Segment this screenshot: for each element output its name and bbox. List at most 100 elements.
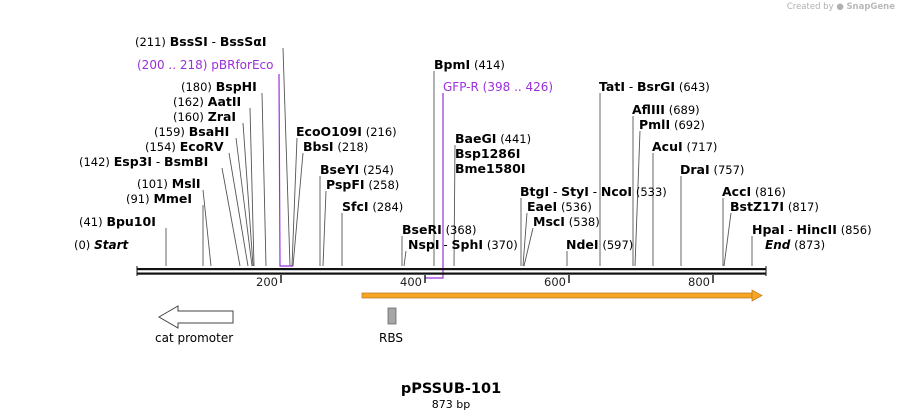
site-sphi-name: SphI	[452, 237, 484, 252]
site-zrai-name: ZraI	[208, 109, 236, 124]
credit-text: Created by	[786, 2, 834, 12]
dna-strand-top	[137, 268, 766, 271]
site-bsssi-name: BssSI	[170, 34, 208, 49]
leader-pspfi	[322, 190, 327, 267]
site-bsahi-pos: (159)	[154, 125, 185, 139]
site-mmei: (91) MmeI	[126, 191, 192, 206]
leader-eaei	[522, 212, 528, 267]
site-nspi-pos: (370)	[487, 238, 518, 252]
plasmid-title: pPSSUB-101	[401, 381, 501, 397]
site-msci-pos: (538)	[569, 215, 600, 229]
primer-pbrforeco-name: pBRforEco	[211, 58, 273, 72]
site-bsssi: (211) BssSI - BssSαI	[135, 34, 266, 49]
site-hpai: HpaI - HincII (856)	[752, 222, 872, 237]
site-baegi-name: BaeGI	[455, 131, 496, 146]
site-btgi-pos: (533)	[636, 185, 667, 199]
site-sfci: SfcI (284)	[342, 199, 403, 214]
site-eaei: EaeI (536)	[527, 199, 592, 214]
site-bstz17i-pos: (817)	[788, 200, 819, 214]
cat-promoter-label: cat promoter	[155, 331, 233, 345]
primer-marks	[278, 73, 444, 279]
site-bstz17i-name: BstZ17I	[730, 199, 784, 214]
site-bbsi: BbsI (218)	[303, 139, 368, 154]
site-drai: DraI (757)	[680, 162, 744, 177]
site-eaei-pos: (536)	[561, 200, 592, 214]
site-esp3i-pos: (142)	[79, 155, 110, 169]
site-msci: MscI (538)	[533, 214, 600, 229]
site-end-pos: (873)	[794, 238, 825, 252]
site-bsahi-name: BsaHI	[189, 124, 230, 139]
site-sfci-pos: (284)	[372, 200, 403, 214]
snapgene-credit: Created by ● SnapGene	[787, 2, 895, 12]
leader-lines	[165, 47, 753, 267]
site-start: (0) Start	[74, 238, 130, 252]
leader-bbsi	[292, 152, 304, 267]
orf-head	[751, 289, 763, 302]
leader-nspi	[403, 250, 407, 267]
plasmid-length: 873 bp	[432, 398, 470, 411]
site-bbsi-pos: (218)	[337, 140, 368, 154]
site-bpmi-name: BpmI	[434, 57, 470, 72]
site-bseyi-pos: (254)	[363, 163, 394, 177]
leader-bstz17i	[723, 212, 732, 267]
site-pspfi-pos: (258)	[368, 178, 399, 192]
site-baegi-pos: (441)	[500, 132, 531, 146]
tick-label-400: 400	[400, 275, 422, 289]
leader-ecorv	[228, 152, 249, 267]
primer-gfpr-name: GFP-R	[443, 80, 479, 94]
site-pspfi: PspFI (258)	[326, 177, 399, 192]
tick-label-600: 600	[544, 275, 566, 289]
site-bstz17i: BstZ17I (817)	[730, 199, 819, 214]
site-bme1580i: Bme1580I	[455, 161, 525, 176]
site-ndei-pos: (597)	[602, 238, 633, 252]
leader-bsahi	[235, 137, 253, 267]
site-pmli: PmlI (692)	[639, 117, 705, 132]
site-bsssai-name: BssSαI	[220, 34, 267, 49]
snapgene-logo-icon: ●	[836, 2, 844, 12]
site-start-name: Start	[94, 238, 129, 252]
leader-aatii	[249, 107, 255, 267]
site-esp3i-name: Esp3I	[114, 154, 152, 169]
leader-zrai	[242, 122, 254, 267]
site-msli-name: MslI	[172, 176, 201, 191]
site-bseri-name: BseRI	[402, 222, 442, 237]
primer-gfpr-range: (398 .. 426)	[483, 80, 553, 94]
site-bsphi: (180) BspHI	[181, 79, 257, 94]
site-esp3i: (142) Esp3I - BsmBI	[79, 154, 208, 169]
leader-pmli	[634, 130, 641, 267]
site-ndei: NdeI (597)	[566, 237, 633, 252]
site-bbsi-name: BbsI	[303, 139, 334, 154]
site-bpu10i: (41) Bpu10I	[79, 214, 156, 229]
site-afliii-name: AflIII	[632, 102, 665, 117]
site-styi-name: StyI	[561, 184, 589, 199]
site-ecoo109i: EcoO109I (216)	[296, 124, 397, 139]
rbs-label: RBS	[379, 331, 403, 345]
site-hpai-name: HpaI	[752, 222, 785, 237]
leader-esp3i	[221, 167, 241, 267]
leader-baegi	[453, 144, 456, 267]
leader-msci	[523, 227, 534, 267]
site-sfci-name: SfcI	[342, 199, 369, 214]
site-btgi: BtgI - StyI - NcoI (533)	[520, 184, 667, 199]
site-ndei-name: NdeI	[566, 237, 599, 252]
site-bsp1286i: Bsp1286I	[455, 146, 520, 161]
leader-msli	[202, 189, 212, 267]
site-end: End (873)	[765, 238, 825, 252]
primer-gfpr: GFP-R (398 .. 426)	[443, 80, 553, 94]
dna-strand-bottom	[137, 272, 766, 275]
site-hpai-pos: (856)	[841, 223, 872, 237]
site-zrai-pos: (160)	[173, 110, 204, 124]
site-ecoo109i-name: EcoO109I	[296, 124, 362, 139]
site-bpmi-pos: (414)	[474, 58, 505, 72]
site-tati: TatI - BsrGI (643)	[599, 79, 710, 94]
site-bsmbi-name: BsmBI	[164, 154, 208, 169]
site-aatii-name: AatII	[208, 94, 241, 109]
tick-label-800: 800	[688, 275, 710, 289]
site-drai-name: DraI	[680, 162, 710, 177]
site-pspfi-name: PspFI	[326, 177, 365, 192]
site-msli: (101) MslI	[137, 176, 201, 191]
site-bsrgi-name: BsrGI	[637, 79, 675, 94]
scale-ticks	[280, 275, 714, 283]
site-mmei-pos: (91)	[126, 192, 150, 206]
